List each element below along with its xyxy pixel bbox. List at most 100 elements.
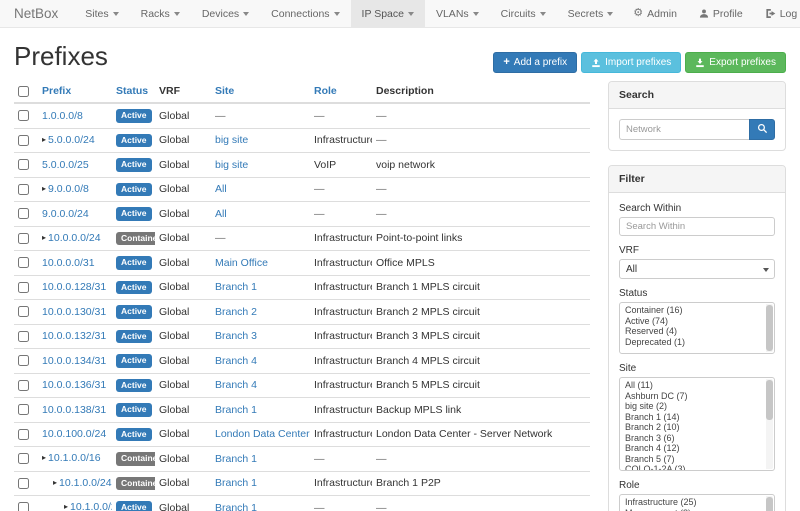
nav-item-circuits[interactable]: Circuits [490,0,557,27]
row-checkbox[interactable] [18,110,29,122]
scrollbar[interactable] [766,304,773,352]
prefix-link[interactable]: 10.0.0.136/31 [42,379,107,392]
option[interactable]: Deprecated (1) [625,336,686,347]
option[interactable]: Active (74) [625,315,669,326]
brand-logo[interactable]: NetBox [14,6,59,21]
nav-item-devices[interactable]: Devices [191,0,260,27]
row-checkbox[interactable] [18,379,29,391]
site-link[interactable]: Branch 1 [215,281,258,294]
option[interactable]: Branch 3 (6) [625,432,675,443]
scrollbar-thumb[interactable] [766,305,773,351]
profile-link[interactable]: Profile [690,0,752,27]
prefix-link[interactable]: 10.0.0.0/24 [48,231,101,244]
site-link[interactable]: London Data Center [215,428,310,441]
prefix-link[interactable]: 5.0.0.0/24 [48,133,95,146]
nav-item-ip-space[interactable]: IP Space [350,0,425,27]
search-within-input[interactable] [619,217,775,236]
nav-item-sites[interactable]: Sites [74,0,129,27]
column-sort-link[interactable]: Role [314,85,337,97]
export-prefixes-button[interactable]: Export prefixes [685,52,786,73]
site-link[interactable]: big site [215,134,249,147]
prefix-link[interactable]: 10.1.0.0/25 [70,501,112,511]
column-sort-link[interactable]: Prefix [42,85,72,97]
prefix-link[interactable]: 10.1.0.0/16 [48,452,101,465]
row-checkbox[interactable] [18,281,29,293]
row-checkbox[interactable] [18,134,29,146]
status-listbox[interactable]: Container (16) Active (74) Reserved (4) Dep… [619,302,775,354]
option[interactable]: Management (8) [620,508,774,511]
scrollbar-thumb[interactable] [766,497,773,511]
option[interactable]: Container (16) [625,305,683,315]
prefix-link[interactable]: 10.1.0.0/24 [59,476,112,489]
row-checkbox[interactable] [18,330,29,342]
prefix-link[interactable]: 10.0.0.0/31 [42,256,95,269]
site-link[interactable]: Branch 1 [215,452,258,465]
option[interactable]: Ashburn DC (7) [625,390,688,401]
site-listbox[interactable]: All (11) Ashburn DC (7) big site (2) Branch… [619,377,775,471]
logout-link[interactable]: Log out [756,0,800,27]
search-input[interactable] [619,119,749,140]
row-checkbox[interactable] [18,453,29,465]
site-link[interactable]: Branch 4 [215,379,258,392]
site-link[interactable]: Branch 4 [215,354,258,367]
prefix-link[interactable]: 10.0.0.130/31 [42,305,107,318]
nav-item-secrets[interactable]: Secrets [557,0,625,27]
search-button[interactable] [749,119,775,140]
option[interactable]: Branch 5 (7) [625,453,675,464]
role-listbox[interactable]: Infrastructure (25)Management (8)Private… [619,494,775,511]
option[interactable]: Infrastructure (25) [625,497,697,507]
nav-item-racks[interactable]: Racks [130,0,191,27]
column-header-role[interactable]: Role [310,81,372,104]
nav-item-connections[interactable]: Connections [260,0,350,27]
option[interactable]: big site (2) [625,401,668,411]
select-all-checkbox[interactable] [18,85,29,97]
row-checkbox[interactable] [18,159,29,171]
row-checkbox[interactable] [18,306,29,318]
option[interactable]: COLO-1-2A (3) [625,464,686,471]
option[interactable]: Branch 2 (10) [625,422,680,432]
site-link[interactable]: big site [215,158,249,171]
nav-item-vlans[interactable]: VLANs [425,0,490,27]
scrollbar[interactable] [766,379,773,469]
site-link[interactable]: Branch 2 [215,305,258,318]
column-sort-link[interactable]: Status [116,85,149,97]
site-link[interactable]: Main Office [215,256,268,269]
site-link[interactable]: All [215,183,227,196]
prefix-link[interactable]: 10.0.0.128/31 [42,281,107,294]
prefix-link[interactable]: 1.0.0.0/8 [42,109,83,122]
site-link[interactable]: Branch 1 [215,501,258,511]
add-prefix-button[interactable]: + Add a prefix [493,52,578,73]
option[interactable]: Reserved (4) [625,326,678,336]
row-checkbox[interactable] [18,502,29,511]
column-header-status[interactable]: Status [112,81,155,104]
site-link[interactable]: Branch 1 [215,477,258,490]
prefix-link[interactable]: 9.0.0.0/8 [48,182,89,195]
site-link[interactable]: Branch 1 [215,403,258,416]
row-checkbox[interactable] [18,477,29,489]
scrollbar[interactable] [766,496,773,511]
option[interactable]: All (11) [625,380,653,390]
prefix-link[interactable]: 10.0.0.138/31 [42,403,107,416]
row-checkbox[interactable] [18,257,29,269]
prefix-link[interactable]: 10.0.0.134/31 [42,354,107,367]
row-checkbox[interactable] [18,232,29,244]
column-header-site[interactable]: Site [211,81,310,104]
import-prefixes-button[interactable]: Import prefixes [581,52,682,73]
option[interactable]: Branch 4 (12) [625,443,680,453]
vrf-select[interactable]: All [619,259,775,279]
row-checkbox[interactable] [18,404,29,416]
row-checkbox[interactable] [18,428,29,440]
prefix-link[interactable]: 9.0.0.0/24 [42,207,89,220]
row-checkbox[interactable] [18,183,29,195]
site-link[interactable]: Branch 3 [215,330,258,343]
column-header-prefix[interactable]: Prefix [38,81,112,104]
site-link[interactable]: All [215,207,227,220]
prefix-link[interactable]: 5.0.0.0/25 [42,158,89,171]
prefix-link[interactable]: 10.0.0.132/31 [42,330,107,343]
row-checkbox[interactable] [18,355,29,367]
prefix-link[interactable]: 10.0.100.0/24 [42,428,107,441]
scrollbar-thumb[interactable] [766,380,773,420]
row-checkbox[interactable] [18,208,29,220]
column-sort-link[interactable]: Site [215,85,235,97]
option[interactable]: Branch 1 (14) [625,411,680,422]
